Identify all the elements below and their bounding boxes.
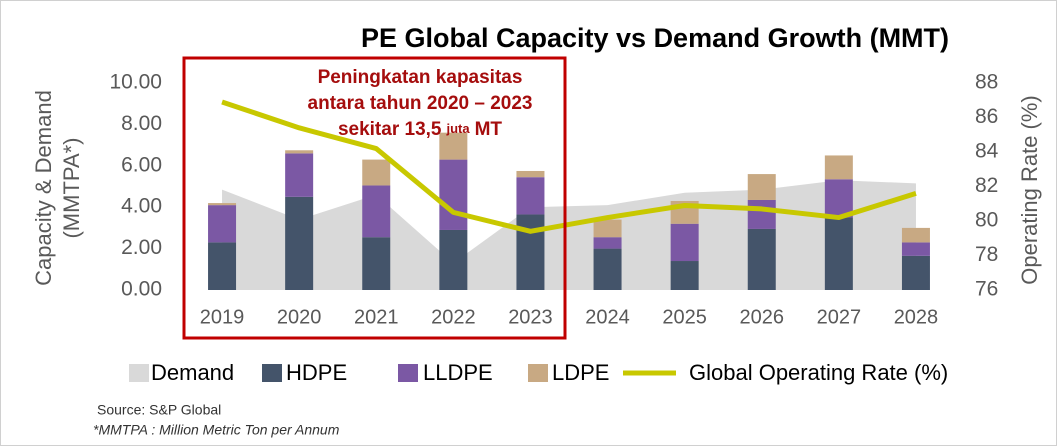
- y-axis-label: Capacity & Demand: [31, 90, 56, 286]
- annotation-part: juta: [445, 121, 470, 136]
- legend-label: Global Operating Rate (%): [689, 360, 948, 385]
- legend-swatch: [129, 364, 149, 382]
- legend-swatch: [262, 364, 282, 382]
- legend-swatch: [398, 364, 418, 382]
- bar-segment: [208, 203, 237, 206]
- y2-tick-label: 78: [975, 243, 998, 266]
- bar-segment: [362, 185, 391, 238]
- legend-swatch: [528, 364, 548, 382]
- bar-segment: [670, 223, 699, 262]
- bar-segment: [593, 219, 622, 238]
- operating-rate-line: [221, 99, 917, 234]
- annotation-part: sekitar 13,5: [338, 119, 442, 140]
- y-tick-label: 0.00: [121, 278, 162, 301]
- bar-segment: [747, 199, 776, 229]
- bar-segment: [208, 242, 237, 290]
- y2-tick-label: 88: [975, 71, 998, 94]
- x-tick-label: 2028: [894, 306, 939, 328]
- y-axis-label: (MMTPA*): [59, 137, 84, 238]
- x-tick-label: 2023: [508, 306, 553, 328]
- y-tick-label: 2.00: [121, 236, 162, 259]
- bar-segment: [439, 229, 468, 290]
- bar-segment: [747, 228, 776, 290]
- y2-tick-label: 86: [975, 105, 998, 128]
- legend-label: HDPE: [286, 360, 347, 385]
- y2-tick-label: 82: [975, 174, 998, 197]
- y-tick-label: 4.00: [121, 195, 162, 218]
- x-tick-label: 2025: [662, 306, 707, 328]
- annotation: sekitar 13,5 juta MT: [338, 119, 502, 140]
- bar-segment: [439, 159, 468, 230]
- y-tick-label: 8.00: [121, 112, 162, 135]
- x-tick-label: 2026: [740, 306, 785, 328]
- y2-axis-label: Operating Rate (%): [1017, 95, 1042, 285]
- bar-segment: [593, 248, 622, 290]
- y2-tick-label: 84: [975, 140, 999, 163]
- bar-segment: [285, 150, 314, 154]
- bar-segment: [439, 132, 468, 160]
- bar-segment: [516, 177, 545, 215]
- bar-segment: [208, 205, 237, 243]
- bar-segment: [824, 179, 853, 218]
- note: *MMTPA : Million Metric Ton per Annum: [93, 422, 340, 438]
- y-tick-label: 6.00: [121, 153, 162, 176]
- bar-segment: [901, 242, 930, 256]
- y2-tick-label: 76: [975, 278, 998, 301]
- bar-segment: [362, 237, 391, 290]
- annotation-part: MT: [475, 119, 503, 140]
- source: Source: S&P Global: [97, 402, 221, 418]
- bar-segment: [362, 159, 391, 186]
- bar-segment: [593, 237, 622, 249]
- x-tick-label: 2020: [277, 306, 322, 328]
- x-tick-label: 2022: [431, 306, 476, 328]
- bar-segment: [824, 155, 853, 180]
- y-tick-label: 10.00: [109, 71, 162, 94]
- highlight-box: [182, 56, 567, 340]
- bar-segment: [824, 217, 853, 290]
- annotation: Peningkatan kapasitas: [318, 67, 523, 88]
- bar-segment: [516, 214, 545, 290]
- x-tick-label: 2019: [200, 306, 245, 328]
- x-tick-label: 2021: [354, 306, 399, 328]
- bar-segment: [285, 153, 314, 197]
- legend-label: LLDPE: [423, 360, 493, 385]
- annotation: antara tahun 2020 – 2023: [308, 93, 533, 114]
- bar-segment: [670, 261, 699, 290]
- bar-segment: [901, 255, 930, 290]
- bar-segment: [901, 227, 930, 243]
- x-tick-label: 2024: [585, 306, 630, 328]
- chart-title: PE Global Capacity vs Demand Growth (MMT…: [361, 23, 949, 53]
- legend-label: LDPE: [552, 360, 609, 385]
- y2-tick-label: 80: [975, 209, 998, 232]
- legend-label: Demand: [151, 360, 234, 385]
- x-tick-label: 2027: [817, 306, 862, 328]
- bar-segment: [516, 170, 545, 178]
- bar-segment: [747, 174, 776, 200]
- bar-segment: [285, 196, 314, 290]
